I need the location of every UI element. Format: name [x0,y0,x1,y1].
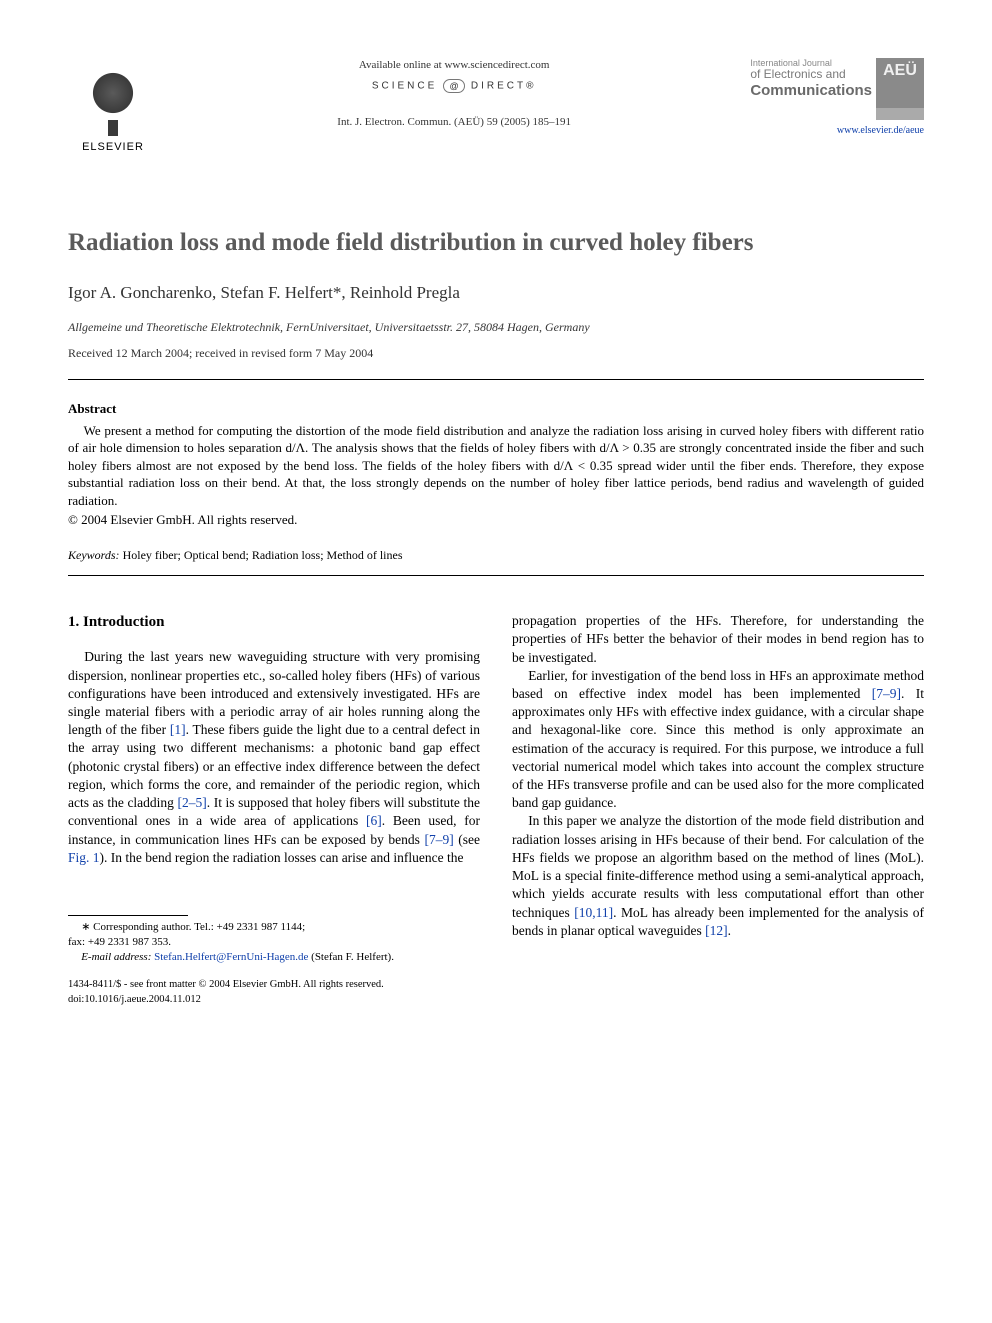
available-online-text: Available online at www.sciencedirect.co… [337,58,571,73]
rule-bottom [68,575,924,576]
intro-para-1-cont: propagation properties of the HFs. There… [512,612,924,667]
text-fragment: ). In the bend region the radiation loss… [100,850,464,865]
footnote-fax: fax: +49 2331 987 353. [68,936,171,948]
journal-reference: Int. J. Electron. Commun. (AEÜ) 59 (2005… [337,115,571,130]
footer-line-2: doi:10.1016/j.aeue.2004.11.012 [68,993,924,1007]
fig-link-1[interactable]: Fig. 1 [68,850,100,865]
ref-link-12[interactable]: [12] [705,923,728,938]
aeu-line2: of Electronics and [750,68,872,82]
aeu-block: International Journal of Electronics and… [750,58,924,120]
footnote-corr: ∗ Corresponding author. Tel.: +49 2331 9… [81,920,480,935]
aeu-badge-icon: AEÜ [876,58,924,120]
text-fragment: . [728,923,731,938]
received-dates: Received 12 March 2004; received in revi… [68,345,924,361]
elsevier-tree-icon [78,58,148,128]
rule-top [68,379,924,380]
page-header: ELSEVIER Available online at www.science… [68,58,924,158]
ref-link-10-11[interactable]: [10,11] [574,905,613,920]
intro-para-3: In this paper we analyze the distortion … [512,812,924,940]
footnote-email-tail: (Stefan F. Helfert). [308,951,394,963]
ref-link-1[interactable]: [1] [170,722,186,737]
journal-logo-block: International Journal of Electronics and… [750,58,924,138]
header-center: Available online at www.sciencedirect.co… [337,58,571,130]
elsevier-label: ELSEVIER [82,140,144,155]
footnote-block: ∗ Corresponding author. Tel.: +49 2331 9… [68,920,480,965]
column-left: 1. Introduction During the last years ne… [68,612,480,964]
keywords-label: Keywords: [68,548,120,562]
section-1-heading: 1. Introduction [68,612,480,632]
abstract-body: We present a method for computing the di… [68,422,924,510]
abstract-heading: Abstract [68,400,924,418]
text-fragment: (see [454,832,480,847]
footnote-rule [68,915,188,916]
text-fragment: . It approximates only HFs with effectiv… [512,686,924,810]
footnote-email-line: E-mail address: Stefan.Helfert@FernUni-H… [81,950,480,965]
intro-para-1: During the last years new waveguiding st… [68,648,480,867]
at-icon: @ [443,79,465,93]
column-right: propagation properties of the HFs. There… [512,612,924,964]
paper-title: Radiation loss and mode field distributi… [68,226,924,260]
elsevier-logo: ELSEVIER [68,58,158,158]
sd-logo-left: SCIENCE [372,80,437,91]
intro-para-2: Earlier, for investigation of the bend l… [512,667,924,813]
ref-link-6[interactable]: [6] [366,813,382,828]
ref-link-7-9[interactable]: [7–9] [424,832,453,847]
keywords-line: Keywords: Holey fiber; Optical bend; Rad… [68,547,924,563]
sd-logo-right: DIRECT® [471,80,537,91]
keywords-text: Holey fiber; Optical bend; Radiation los… [120,548,403,562]
journal-url-link[interactable]: www.elsevier.de/aeue [837,124,924,138]
authors: Igor A. Goncharenko, Stefan F. Helfert*,… [68,282,924,305]
sciencedirect-logo: SCIENCE @ DIRECT® [337,79,571,93]
affiliation: Allgemeine und Theoretische Elektrotechn… [68,319,924,335]
ref-link-7-9b[interactable]: [7–9] [872,686,901,701]
ref-link-2-5[interactable]: [2–5] [178,795,207,810]
aeu-line3: Communications [750,82,872,99]
footnote-email-label: E-mail address: [81,951,151,963]
footer-line-1: 1434-8411/$ - see front matter © 2004 El… [68,978,924,992]
abstract-copyright: © 2004 Elsevier GmbH. All rights reserve… [68,511,924,529]
text-fragment: Earlier, for investigation of the bend l… [512,668,924,701]
aeu-text: International Journal of Electronics and… [750,58,872,99]
body-columns: 1. Introduction During the last years ne… [68,612,924,964]
footnote-email-link[interactable]: Stefan.Helfert@FernUni-Hagen.de [154,951,308,963]
